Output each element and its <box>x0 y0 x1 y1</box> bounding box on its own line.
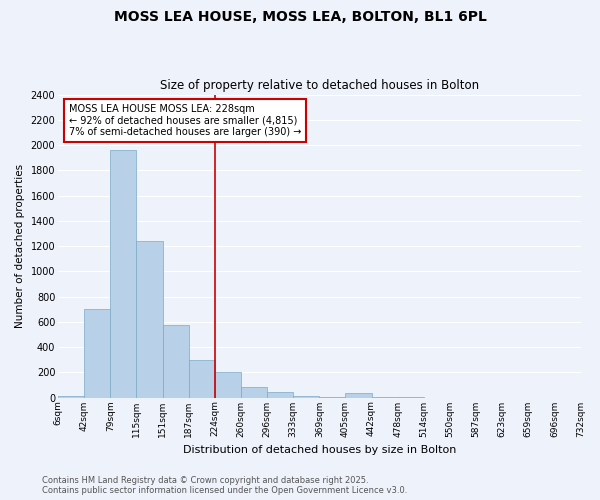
Text: MOSS LEA HOUSE MOSS LEA: 228sqm
← 92% of detached houses are smaller (4,815)
7% : MOSS LEA HOUSE MOSS LEA: 228sqm ← 92% of… <box>68 104 301 137</box>
Text: MOSS LEA HOUSE, MOSS LEA, BOLTON, BL1 6PL: MOSS LEA HOUSE, MOSS LEA, BOLTON, BL1 6P… <box>113 10 487 24</box>
Bar <box>188 360 215 398</box>
Bar <box>293 396 319 398</box>
Bar <box>110 150 136 398</box>
Bar <box>267 392 293 398</box>
Title: Size of property relative to detached houses in Bolton: Size of property relative to detached ho… <box>160 79 479 92</box>
Bar <box>346 393 371 398</box>
Y-axis label: Number of detached properties: Number of detached properties <box>15 164 25 328</box>
Bar <box>241 388 267 398</box>
Bar <box>58 396 84 398</box>
Bar <box>136 241 163 398</box>
X-axis label: Distribution of detached houses by size in Bolton: Distribution of detached houses by size … <box>182 445 456 455</box>
Bar <box>319 397 346 398</box>
Bar <box>163 325 188 398</box>
Bar <box>371 397 398 398</box>
Text: Contains HM Land Registry data © Crown copyright and database right 2025.
Contai: Contains HM Land Registry data © Crown c… <box>42 476 407 495</box>
Bar <box>215 372 241 398</box>
Bar <box>84 309 110 398</box>
